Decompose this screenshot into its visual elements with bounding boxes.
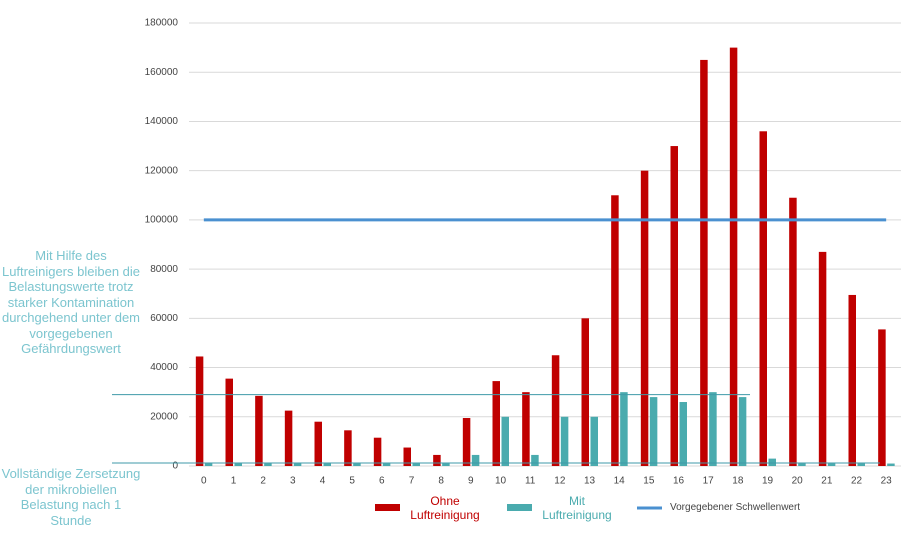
x-tick-label: 12: [554, 476, 566, 487]
x-tick-label: 21: [821, 476, 833, 487]
bar: [195, 356, 204, 466]
legend-swatch: [375, 504, 400, 511]
x-tick-label: 5: [349, 476, 355, 487]
bar: [353, 463, 361, 466]
bar: [234, 463, 242, 466]
bar: [640, 170, 649, 466]
bar: [878, 329, 886, 466]
x-tick-label: 7: [409, 476, 415, 487]
bar: [620, 392, 628, 466]
bar: [471, 454, 480, 466]
bar: [433, 454, 441, 466]
bar: [560, 416, 569, 466]
bar: [581, 318, 589, 466]
x-tick-label: 9: [468, 476, 474, 487]
annotation-text: Vollständige Zersetzung der mikrobiellen…: [1, 466, 141, 528]
x-tick-label: 11: [525, 476, 536, 487]
x-tick-label: 10: [495, 476, 507, 487]
bar: [522, 392, 530, 466]
bar: [827, 463, 836, 466]
x-tick-label: 2: [260, 476, 266, 487]
bar: [759, 131, 767, 467]
legend-label: Ohne Luftreinigung: [410, 494, 480, 522]
bar: [798, 463, 806, 466]
bar: [611, 195, 619, 466]
x-tick-label: 23: [881, 476, 893, 487]
bar: [403, 447, 411, 466]
x-tick-label: 17: [703, 476, 715, 487]
x-tick-label: 0: [201, 476, 207, 487]
bar: [442, 463, 450, 466]
y-tick-label: 140000: [145, 116, 179, 127]
x-tick-label: 20: [792, 476, 804, 487]
bar: [501, 416, 509, 466]
bar: [768, 458, 776, 466]
annotation-text: Mit Hilfe des Luftreinigers bleiben die …: [1, 248, 141, 356]
x-tick-label: 16: [673, 476, 685, 487]
x-tick-label: 19: [762, 476, 774, 487]
bar: [314, 421, 322, 466]
bar: [531, 454, 539, 466]
x-tick-label: 1: [231, 476, 237, 487]
y-tick-label: 160000: [145, 67, 179, 78]
bar: [225, 378, 233, 466]
bar: [551, 355, 560, 466]
y-tick-label: 100000: [145, 215, 179, 226]
bar: [738, 397, 747, 466]
legend-swatch: [507, 504, 532, 511]
bar: [729, 47, 738, 466]
x-tick-label: 8: [438, 476, 444, 487]
bar: [462, 418, 471, 466]
legend-label: Mit Luftreinigung: [542, 494, 612, 522]
x-tick-label: 3: [290, 476, 296, 487]
bar: [382, 463, 391, 466]
bar: [590, 416, 598, 466]
y-tick-label: 180000: [145, 18, 179, 29]
bar: [255, 395, 263, 466]
bar: [700, 59, 708, 467]
bar: [818, 251, 827, 466]
bar: [412, 463, 420, 466]
y-tick-label: 0: [172, 461, 178, 472]
x-tick-label: 6: [379, 476, 385, 487]
legend-label: Vorgegebener Schwellenwert: [670, 502, 801, 513]
bar: [848, 294, 856, 466]
bar: [373, 437, 382, 466]
x-tick-label: 15: [643, 476, 655, 487]
y-tick-label: 60000: [150, 313, 178, 324]
bar: [293, 463, 302, 466]
bar: [679, 402, 687, 466]
bar: [323, 463, 331, 466]
x-tick-label: 14: [614, 476, 626, 487]
y-tick-label: 120000: [145, 165, 179, 176]
x-tick-label: 13: [584, 476, 596, 487]
bar: [284, 410, 293, 466]
x-tick-label: 18: [732, 476, 744, 487]
bar: [264, 463, 272, 466]
x-tick-label: 22: [851, 476, 863, 487]
y-tick-label: 80000: [150, 264, 178, 275]
y-tick-label: 40000: [150, 362, 178, 373]
bar: [789, 197, 797, 466]
bar: [204, 463, 213, 466]
bar: [670, 146, 678, 467]
bar: [887, 463, 895, 466]
bar: [649, 397, 658, 466]
y-tick-label: 20000: [150, 411, 178, 422]
bar: [492, 381, 500, 466]
x-tick-label: 4: [320, 476, 326, 487]
bar: [344, 430, 352, 466]
bar: [709, 392, 717, 466]
bar: [857, 463, 865, 466]
